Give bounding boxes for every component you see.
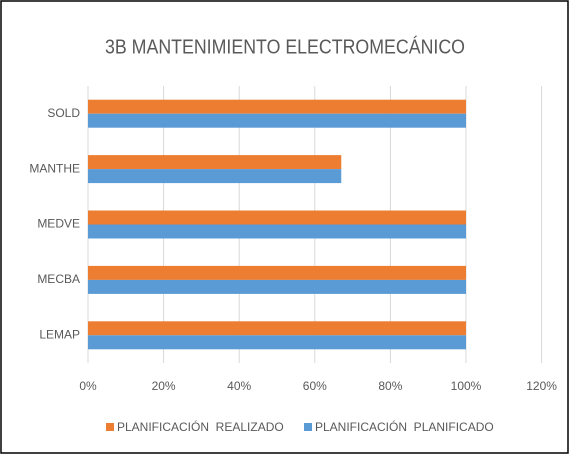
bar bbox=[88, 99, 466, 114]
chart-title: 3B MANTENIMIENTO ELECTROMECÁNICO bbox=[105, 35, 465, 58]
y-tick-label: MANTHE bbox=[29, 161, 80, 175]
bar bbox=[88, 169, 342, 184]
legend-swatch bbox=[106, 423, 114, 431]
bar bbox=[88, 113, 466, 128]
x-tick-label: 40% bbox=[227, 379, 251, 393]
x-tick-label: 80% bbox=[378, 379, 402, 393]
x-tick-label: 0% bbox=[79, 379, 97, 393]
x-tick-label: 60% bbox=[303, 379, 327, 393]
legend-label: PLANIFICACIÓN REALIZADO bbox=[117, 419, 284, 434]
x-tick-label: 120% bbox=[526, 379, 557, 393]
bar bbox=[88, 321, 466, 336]
y-tick-label: MECBA bbox=[37, 272, 80, 286]
legend-label: PLANIFICACIÓN PLANIFICADO bbox=[315, 419, 494, 434]
x-tick-label: 20% bbox=[152, 379, 176, 393]
bar bbox=[88, 210, 466, 225]
legend-swatch bbox=[304, 423, 312, 431]
bar bbox=[88, 224, 466, 239]
bar bbox=[88, 335, 466, 350]
bar bbox=[88, 265, 466, 280]
bar bbox=[88, 279, 466, 294]
y-tick-label: LEMAP bbox=[39, 327, 80, 341]
x-tick-label: 100% bbox=[451, 379, 482, 393]
y-tick-label: MEDVE bbox=[37, 217, 80, 231]
y-tick-label: SOLD bbox=[47, 106, 80, 120]
bar bbox=[88, 155, 342, 170]
